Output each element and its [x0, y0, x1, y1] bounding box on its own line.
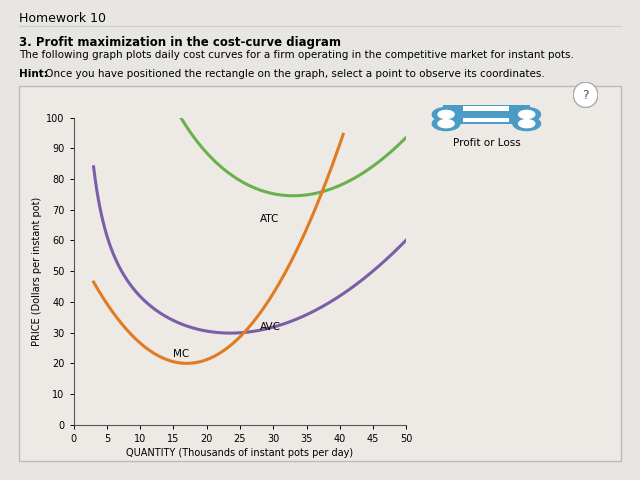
- Circle shape: [513, 108, 541, 121]
- Y-axis label: PRICE (Dollars per instant pot): PRICE (Dollars per instant pot): [32, 197, 42, 346]
- Circle shape: [513, 117, 541, 131]
- Circle shape: [432, 108, 460, 121]
- Circle shape: [438, 120, 454, 128]
- Text: ATC: ATC: [260, 214, 279, 224]
- Circle shape: [573, 82, 598, 108]
- Text: AVC: AVC: [260, 322, 281, 332]
- Circle shape: [518, 110, 535, 119]
- X-axis label: QUANTITY (Thousands of instant pots per day): QUANTITY (Thousands of instant pots per …: [127, 448, 353, 458]
- Text: Profit or Loss: Profit or Loss: [452, 138, 520, 148]
- Circle shape: [438, 110, 454, 119]
- Text: 3. Profit maximization in the cost-curve diagram: 3. Profit maximization in the cost-curve…: [19, 36, 341, 49]
- Text: ?: ?: [582, 89, 589, 102]
- Circle shape: [432, 117, 460, 131]
- Text: Once you have positioned the rectangle on the graph, select a point to observe i: Once you have positioned the rectangle o…: [42, 69, 545, 79]
- Circle shape: [518, 120, 535, 128]
- Text: MC: MC: [173, 349, 189, 359]
- Text: Homework 10: Homework 10: [19, 12, 106, 25]
- Text: The following graph plots daily cost curves for a firm operating in the competit: The following graph plots daily cost cur…: [19, 50, 574, 60]
- FancyBboxPatch shape: [443, 105, 530, 124]
- FancyBboxPatch shape: [463, 111, 509, 118]
- FancyBboxPatch shape: [463, 107, 509, 122]
- Text: Hint:: Hint:: [19, 69, 48, 79]
